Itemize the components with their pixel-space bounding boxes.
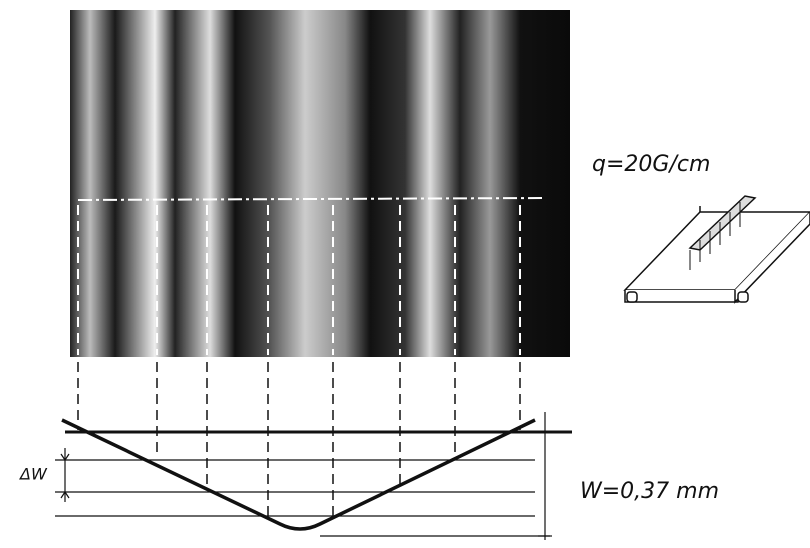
deflection-diagram [55,412,572,540]
figure: q=20G/cm ΔW W=0,37 mm [0,0,810,544]
channel-sketch [625,196,810,302]
delta-w-label: ΔW [18,465,48,484]
projection-lines [78,362,520,520]
load-label: q=20G/cm [592,152,710,177]
interferogram-photo [70,10,570,357]
deflection-label: W=0,37 mm [580,479,719,504]
